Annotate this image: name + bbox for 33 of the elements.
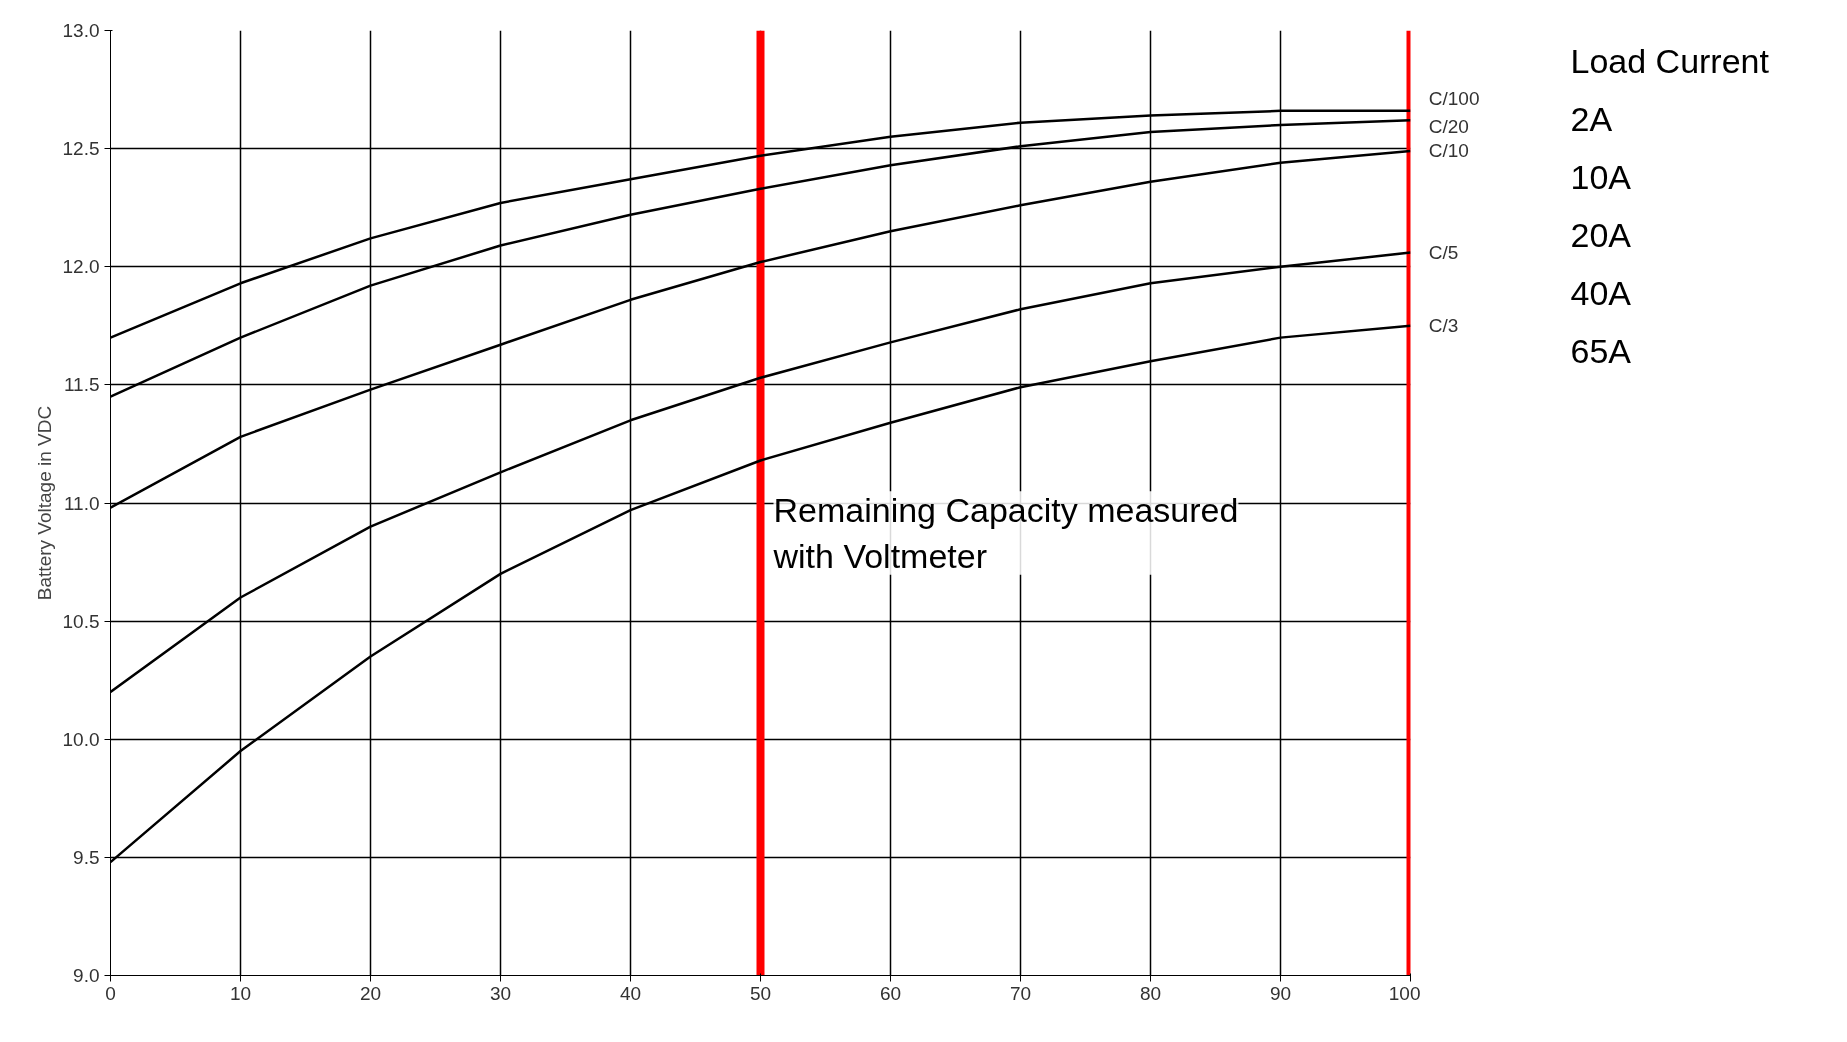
text: 65A: [1570, 331, 1632, 370]
annotation: Remaining Capacity measured with Voltmeter: [772, 491, 1239, 575]
series-label: C/5: [1428, 242, 1459, 264]
y-tick-label: 11.0: [63, 492, 100, 514]
y-tick-label: 12.5: [62, 138, 100, 160]
text: 2A: [1570, 99, 1613, 138]
x-tick-label: 10: [229, 982, 252, 1004]
x-tick-label: 0: [105, 982, 116, 1004]
y-tick-label: 10.5: [62, 610, 100, 632]
x-tick-label: 80: [1139, 982, 1162, 1004]
x-tick-label: 90: [1269, 982, 1292, 1004]
y-tick-label: 10.0: [62, 728, 100, 750]
series-label: C/3: [1428, 315, 1459, 337]
y-tick-label: 11.5: [63, 374, 100, 396]
x-tick-label: 60: [879, 982, 902, 1004]
x-tick-label: 70: [1009, 982, 1032, 1004]
y-axis-title: Battery Voltage in VDC: [33, 405, 55, 601]
x-tick-label: 100: [1388, 982, 1421, 1004]
x-tick-label: 20: [359, 982, 382, 1004]
y-tick-label: 9.0: [73, 965, 100, 986]
y-tick-label: 13.0: [62, 20, 100, 41]
series-label: C/20: [1428, 115, 1469, 137]
series-label: C/100: [1428, 88, 1480, 110]
x-tick-label: 40: [619, 982, 642, 1004]
x-tick-label: 50: [749, 982, 772, 1004]
text: 40A: [1570, 273, 1632, 312]
text: 10A: [1570, 157, 1632, 196]
text: 20A: [1570, 215, 1632, 254]
series-label: C/10: [1428, 140, 1469, 162]
text: Load Current: [1570, 41, 1770, 80]
y-tick-label: 12.0: [62, 256, 100, 278]
y-tick-label: 9.5: [73, 846, 100, 868]
x-tick-label: 30: [489, 982, 512, 1004]
